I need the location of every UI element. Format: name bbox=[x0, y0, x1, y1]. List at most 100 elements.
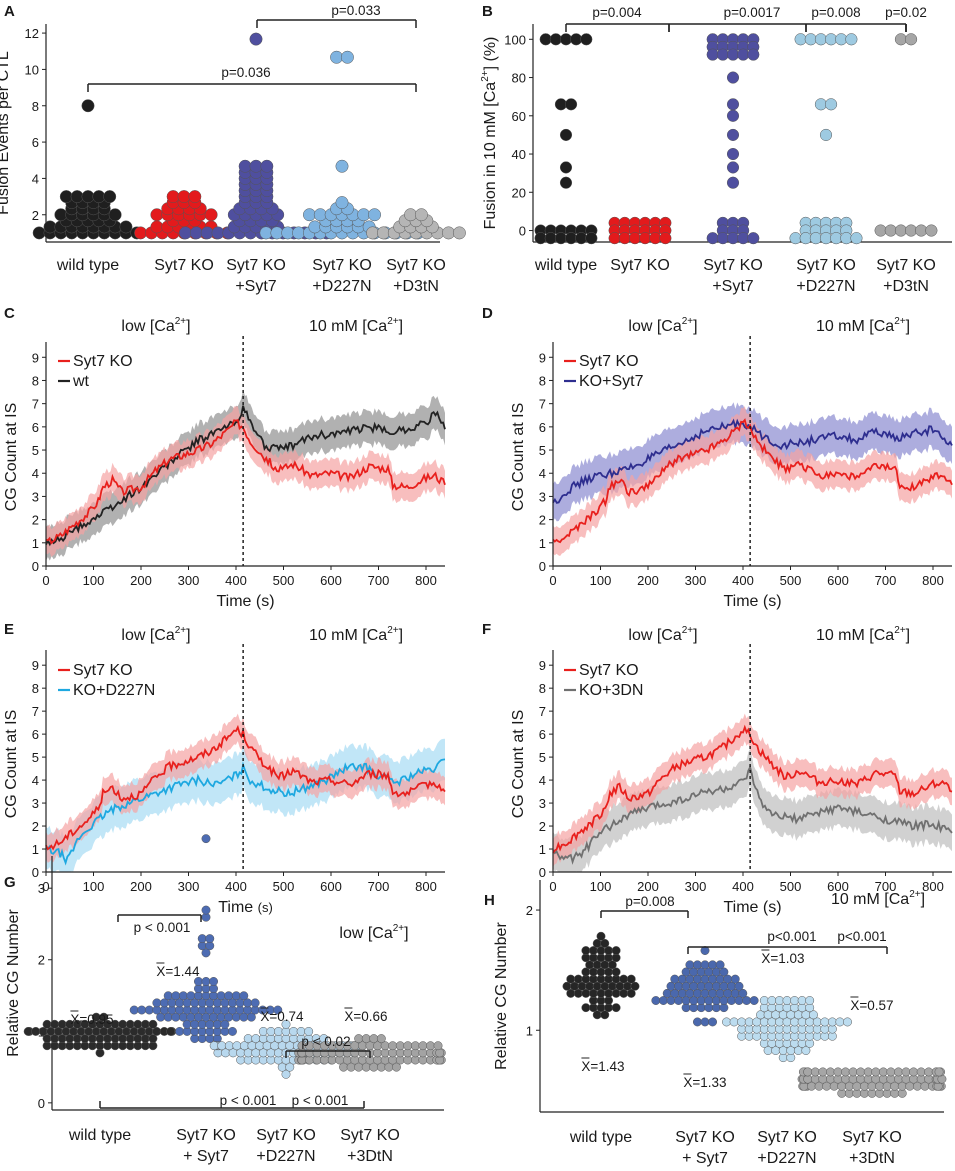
x-tick-label: 400 bbox=[225, 879, 247, 894]
data-point bbox=[835, 33, 848, 46]
data-point bbox=[814, 98, 827, 111]
data-point bbox=[238, 159, 252, 173]
x-tick-label: 600 bbox=[827, 573, 849, 588]
low-calcium-header: low [Ca2+] bbox=[121, 625, 190, 644]
data-point bbox=[163, 991, 173, 1001]
low-calcium-header: low [Ca2+] bbox=[628, 316, 697, 335]
data-point bbox=[909, 1067, 919, 1077]
data-point bbox=[395, 1041, 405, 1051]
x-tick-label: 400 bbox=[225, 573, 247, 588]
data-point bbox=[651, 996, 661, 1005]
data-point bbox=[874, 224, 887, 237]
condition-label: 10 mM [Ca2+] bbox=[831, 889, 925, 908]
data-point bbox=[797, 996, 807, 1005]
data-point bbox=[549, 33, 562, 46]
data-point bbox=[722, 1017, 731, 1027]
data-point bbox=[217, 1041, 227, 1051]
panel-label: H bbox=[484, 892, 495, 909]
data-point bbox=[934, 1067, 944, 1077]
data-point bbox=[32, 226, 46, 240]
y-tick-label: 80 bbox=[512, 71, 526, 86]
data-point bbox=[871, 1067, 881, 1077]
data-point bbox=[611, 1003, 621, 1013]
data-point bbox=[878, 1067, 888, 1077]
high-calcium-header: 10 mM [Ca2+] bbox=[309, 316, 403, 335]
y-tick-label: 12 bbox=[25, 26, 39, 41]
data-point bbox=[630, 981, 640, 991]
data-point bbox=[825, 1067, 835, 1077]
data-point bbox=[639, 232, 652, 245]
series-line bbox=[552, 418, 953, 544]
data-point bbox=[819, 128, 833, 141]
data-point bbox=[706, 232, 719, 245]
data-point bbox=[719, 967, 729, 977]
panel-label: D bbox=[482, 305, 493, 322]
y-tick-label: 9 bbox=[539, 350, 546, 365]
y-tick-label: 8 bbox=[32, 681, 39, 696]
data-point bbox=[303, 208, 316, 222]
p-value-label: p < 0.001 bbox=[220, 1093, 277, 1108]
legend-label: Syt7 KO bbox=[579, 662, 639, 679]
data-point bbox=[197, 934, 207, 944]
data-point bbox=[692, 1017, 702, 1027]
legend-label: KO+3DN bbox=[579, 682, 643, 699]
data-point bbox=[340, 50, 354, 64]
data-point bbox=[708, 1017, 718, 1027]
data-point bbox=[565, 98, 578, 111]
y-tick-label: 0 bbox=[38, 1096, 45, 1111]
data-point bbox=[700, 960, 710, 970]
data-point bbox=[99, 1012, 109, 1022]
y-tick-label: 8 bbox=[539, 373, 546, 388]
data-point bbox=[894, 1067, 903, 1077]
category-label: +Syt7 bbox=[712, 278, 753, 295]
panel-E: E 0 1 2 3 4 5 6 7 8 9 0 100 200 300 400 500 600 700 800 Time… bbox=[3, 621, 446, 916]
data-point bbox=[81, 190, 95, 204]
data-point bbox=[814, 33, 827, 46]
legend-label: Syt7 KO bbox=[73, 353, 133, 370]
data-point bbox=[140, 1019, 150, 1029]
data-point bbox=[188, 190, 202, 204]
data-point bbox=[559, 128, 573, 141]
data-point bbox=[442, 226, 455, 240]
p-value-label: p < 0.001 bbox=[134, 920, 191, 935]
data-point bbox=[726, 128, 740, 141]
category-label: Syt7 KO bbox=[796, 257, 856, 274]
y-tick-label: 3 bbox=[32, 489, 39, 504]
data-point bbox=[189, 226, 203, 240]
data-point bbox=[737, 48, 750, 61]
data-point bbox=[804, 33, 817, 46]
panel-label: G bbox=[4, 874, 16, 891]
data-point bbox=[250, 998, 260, 1008]
data-point bbox=[361, 1034, 371, 1044]
legend-label: KO+Syt7 bbox=[579, 373, 644, 390]
data-point bbox=[726, 161, 740, 174]
data-point bbox=[729, 1017, 739, 1027]
data-point bbox=[670, 974, 680, 984]
data-point bbox=[619, 974, 629, 984]
data-point bbox=[905, 224, 918, 237]
data-point bbox=[249, 32, 263, 46]
data-point bbox=[59, 190, 73, 204]
x-tick-label: 500 bbox=[273, 879, 295, 894]
y-tick-label: 4 bbox=[32, 773, 39, 788]
data-point bbox=[23, 1026, 33, 1036]
data-point bbox=[166, 1026, 176, 1036]
data-point bbox=[626, 988, 636, 998]
category-label: Syt7 KO bbox=[876, 257, 936, 274]
data-point bbox=[894, 224, 907, 237]
x-tick-label: 800 bbox=[415, 573, 437, 588]
y-tick-label: 2 bbox=[526, 903, 533, 918]
y-axis-label: CG Count at IS bbox=[510, 403, 527, 512]
x-tick-label: 0 bbox=[42, 879, 49, 894]
y-axis-label: CG Count at IS bbox=[3, 403, 20, 512]
data-point bbox=[239, 991, 249, 1001]
data-point bbox=[209, 977, 219, 986]
panel-B: B 0 20 40 60 80 100 Fusion in 10 mM [Ca2+] (%) w… bbox=[480, 3, 952, 295]
mean-label: X=1.43 bbox=[581, 1059, 624, 1074]
data-point bbox=[209, 1041, 219, 1051]
y-tick-label: 8 bbox=[32, 99, 39, 114]
data-point bbox=[231, 991, 241, 1001]
y-tick-label: 10 bbox=[25, 62, 39, 77]
panel-label: C bbox=[4, 305, 15, 322]
data-point bbox=[148, 1034, 158, 1044]
